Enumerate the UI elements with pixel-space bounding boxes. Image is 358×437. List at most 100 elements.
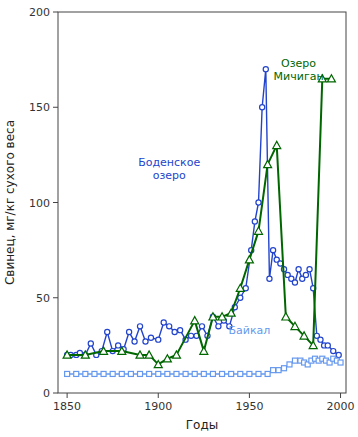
point-marker [336, 352, 341, 357]
point-marker [216, 324, 221, 329]
point-marker [148, 335, 153, 340]
point-marker [116, 343, 121, 348]
point-marker [83, 371, 88, 376]
point-marker [325, 343, 330, 348]
point-marker [161, 320, 166, 325]
series-line [67, 69, 339, 355]
point-marker [238, 371, 243, 376]
point-marker [132, 339, 137, 344]
point-marker [318, 337, 323, 342]
annotation: Байкал [228, 324, 270, 337]
y-tick-label: 150 [29, 101, 50, 114]
point-marker [101, 371, 106, 376]
point-marker [256, 200, 261, 205]
plot-area [63, 67, 343, 377]
point-marker [260, 105, 265, 110]
point-marker [282, 366, 287, 371]
annotation: Боденскоеозеро [138, 156, 200, 182]
point-marker [252, 219, 257, 224]
y-tick [53, 393, 58, 394]
y-tick [53, 297, 58, 298]
point-marker [327, 75, 335, 82]
point-marker [118, 347, 126, 354]
x-tick-label: 1900 [144, 400, 172, 413]
point-marker [276, 368, 281, 373]
point-marker [287, 362, 292, 367]
point-marker [167, 324, 172, 329]
point-marker [255, 227, 263, 234]
point-marker [165, 371, 170, 376]
point-marker [263, 67, 268, 72]
point-marker [178, 328, 183, 333]
point-marker [137, 324, 142, 329]
point-marker [143, 339, 148, 344]
point-marker [136, 351, 144, 358]
x-tick [67, 393, 68, 398]
point-marker [183, 371, 188, 376]
y-tick-label: 200 [29, 6, 50, 19]
point-marker [100, 347, 108, 354]
point-marker [188, 333, 193, 338]
y-tick-label: 0 [43, 387, 50, 400]
y-tick-label: 100 [29, 197, 50, 210]
x-tick-label: 1850 [53, 400, 81, 413]
point-marker [192, 371, 197, 376]
point-marker [201, 371, 206, 376]
x-tick-label: 1950 [235, 400, 263, 413]
y-tick [53, 107, 58, 108]
x-tick [158, 393, 159, 398]
point-marker [156, 371, 161, 376]
point-marker [292, 280, 297, 285]
point-marker [267, 276, 272, 281]
point-marker [81, 351, 89, 358]
point-marker [273, 141, 281, 148]
point-marker [247, 371, 252, 376]
x-tick-label: 2000 [327, 400, 355, 413]
point-marker [229, 371, 234, 376]
annotation: ОзероМичиган [274, 57, 324, 83]
point-marker [307, 267, 312, 272]
x-axis-label: Годы [186, 418, 218, 432]
plot-frame [58, 12, 346, 393]
point-marker [245, 256, 253, 263]
y-axis-label: Свинец, мг/кг сухого веса [3, 120, 17, 285]
point-marker [218, 313, 226, 320]
point-marker [309, 341, 317, 348]
point-marker [282, 313, 290, 320]
x-tick [340, 393, 341, 398]
point-marker [338, 360, 343, 365]
point-marker [119, 371, 124, 376]
point-marker [92, 371, 97, 376]
point-marker [271, 368, 276, 373]
point-marker [147, 371, 152, 376]
point-marker [154, 360, 162, 367]
point-marker [200, 347, 208, 354]
point-marker [292, 358, 297, 363]
point-marker [270, 248, 275, 253]
point-marker [300, 332, 308, 339]
point-marker [209, 313, 217, 320]
point-marker [227, 309, 235, 316]
point-marker [210, 371, 215, 376]
series-line [67, 79, 331, 365]
point-marker [199, 324, 204, 329]
point-marker [138, 371, 143, 376]
point-marker [303, 272, 308, 277]
point-marker [191, 317, 199, 324]
point-marker [265, 371, 270, 376]
y-tick [53, 202, 58, 203]
point-marker [220, 371, 225, 376]
point-marker [296, 267, 301, 272]
point-marker [105, 329, 110, 334]
point-marker [256, 371, 261, 376]
point-marker [65, 371, 70, 376]
point-marker [145, 351, 153, 358]
point-marker [88, 341, 93, 346]
y-tick-label: 50 [36, 292, 50, 305]
point-marker [156, 337, 161, 342]
x-tick [249, 393, 250, 398]
point-marker [172, 329, 177, 334]
point-marker [172, 351, 180, 358]
point-marker [126, 329, 131, 334]
chart: 1850 1900 1950 2000 0 50 100 150 200 Годы Свинец, … [0, 0, 358, 437]
